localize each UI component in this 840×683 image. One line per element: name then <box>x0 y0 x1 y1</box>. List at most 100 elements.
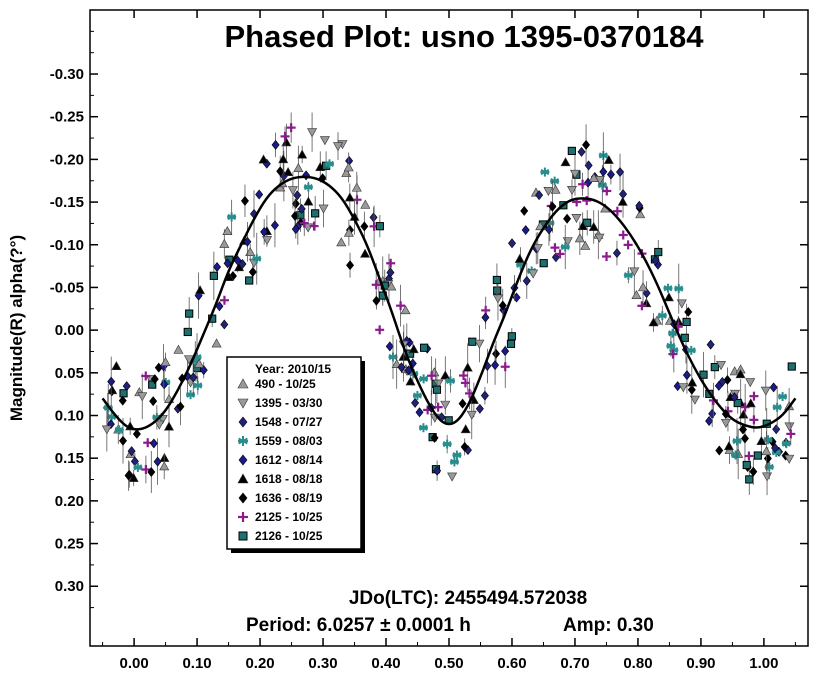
data-point <box>194 358 205 368</box>
data-point <box>243 236 252 247</box>
y-tick-label: 0.25 <box>55 536 84 553</box>
data-point <box>440 400 451 410</box>
data-point <box>303 196 314 206</box>
data-point <box>687 384 696 395</box>
data-point <box>185 309 194 318</box>
x-tick-label: 0.50 <box>434 655 463 672</box>
data-point <box>787 362 796 371</box>
data-point <box>220 319 229 330</box>
legend-entry: 1395 - 03/30 <box>255 396 323 410</box>
data-point <box>297 149 308 159</box>
legend-entry: 1636 - 08/19 <box>255 491 323 505</box>
data-point <box>745 398 756 408</box>
y-tick-label: -0.20 <box>50 151 84 168</box>
data-point <box>124 470 133 481</box>
data-point <box>147 467 156 477</box>
data-point <box>278 154 289 164</box>
data-point <box>474 339 485 349</box>
data-point <box>397 362 406 373</box>
data-point <box>148 380 157 389</box>
data-point <box>332 142 344 152</box>
data-point <box>344 192 355 202</box>
jdo-annotation: JDo(LTC): 2455494.572038 <box>349 588 587 609</box>
data-point <box>638 282 649 292</box>
data-point <box>603 154 614 164</box>
data-point <box>699 370 708 379</box>
data-point <box>234 262 245 272</box>
y-tick-label: -0.10 <box>50 237 84 254</box>
data-point <box>715 445 724 456</box>
y-tick-label: 0.10 <box>55 408 84 425</box>
data-point <box>311 209 320 218</box>
data-point <box>245 276 254 285</box>
data-point <box>458 398 467 409</box>
data-point <box>238 492 248 504</box>
data-point <box>271 139 280 150</box>
data-point <box>550 184 561 194</box>
data-point <box>705 415 714 426</box>
data-point <box>411 397 420 408</box>
data-point <box>346 260 355 271</box>
data-point <box>173 344 184 354</box>
data-point <box>119 389 128 398</box>
data-point <box>245 246 256 256</box>
data-point <box>720 418 731 428</box>
data-point <box>617 196 628 206</box>
data-point <box>740 433 749 444</box>
data-point <box>756 435 767 445</box>
data-point <box>716 361 727 371</box>
data-point <box>772 424 781 435</box>
data-point <box>291 198 300 209</box>
data-point <box>150 374 159 385</box>
data-point <box>492 275 502 285</box>
data-point <box>606 169 615 180</box>
data-point <box>360 221 369 232</box>
data-point <box>574 233 585 243</box>
data-point <box>237 398 249 409</box>
data-point <box>237 378 249 389</box>
data-point <box>480 390 489 401</box>
data-point <box>548 201 557 212</box>
data-point <box>651 255 660 266</box>
data-point <box>616 167 625 178</box>
data-point <box>240 195 249 206</box>
data-point <box>238 454 248 466</box>
data-point <box>318 204 329 214</box>
data-point <box>462 362 473 372</box>
data-point <box>360 199 371 209</box>
data-point <box>528 269 539 279</box>
data-point <box>360 248 371 258</box>
plot-frame <box>89 9 809 647</box>
data-point <box>460 424 471 434</box>
data-point <box>149 396 158 407</box>
data-point <box>222 225 233 236</box>
data-points <box>101 112 796 496</box>
data-point <box>119 435 127 446</box>
data-point <box>160 379 169 390</box>
fit-curve <box>101 175 797 431</box>
legend-entry: 490 - 10/25 <box>255 377 316 391</box>
data-point <box>159 461 170 471</box>
data-point <box>687 377 698 387</box>
data-point <box>761 446 772 456</box>
x-tick-label: 0.90 <box>686 655 715 672</box>
data-point <box>319 136 330 146</box>
data-point <box>706 339 715 350</box>
data-point <box>223 258 232 269</box>
data-point <box>107 385 118 395</box>
data-point <box>183 327 192 337</box>
data-point <box>386 267 395 278</box>
data-point <box>769 382 778 393</box>
x-tick-label: 0.00 <box>119 655 148 672</box>
data-point <box>654 247 663 257</box>
period-annotation: Period: 6.0257 ± 0.0001 h <box>246 615 471 636</box>
data-point <box>440 370 451 380</box>
x-tick-label: 0.70 <box>560 655 589 672</box>
data-point <box>742 460 751 470</box>
data-point <box>415 407 424 418</box>
legend: Year: 2010/15 490 - 10/25 1395 - 03/30 154… <box>226 356 365 553</box>
data-point <box>689 395 700 405</box>
data-point <box>255 189 264 200</box>
data-point <box>506 339 516 348</box>
